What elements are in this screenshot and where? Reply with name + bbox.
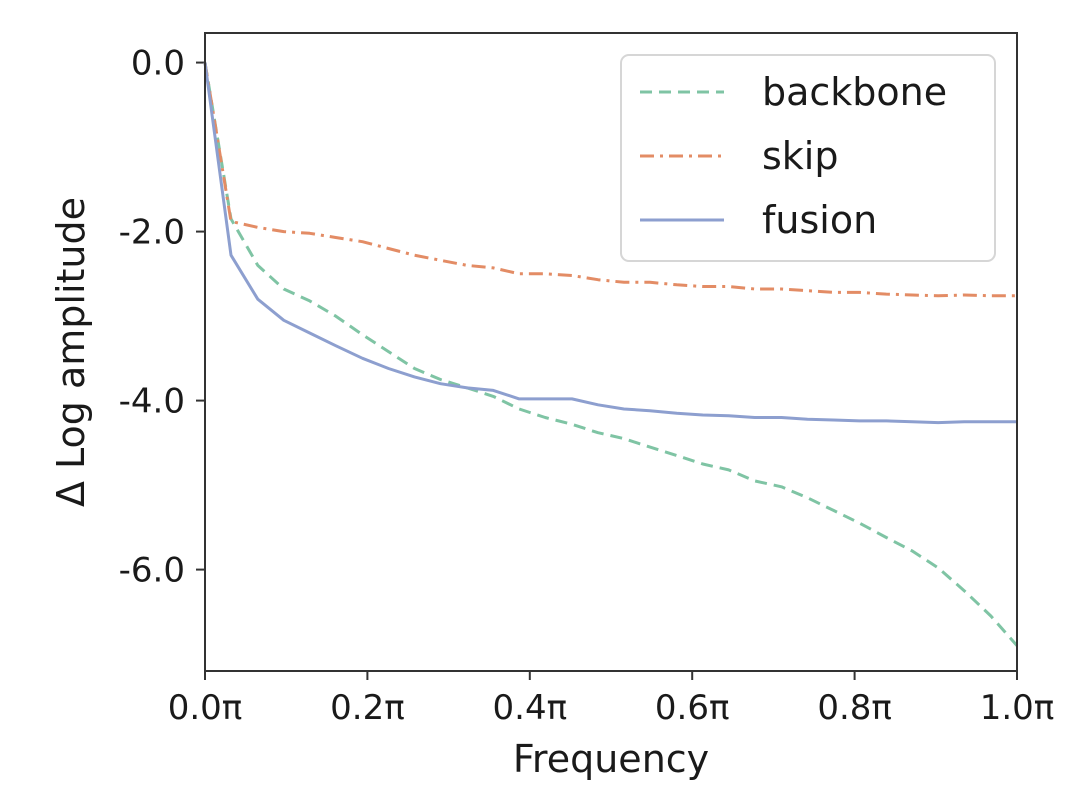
series-lines xyxy=(203,62,1019,647)
y-axis-ticks: 0.0 -2.0 -4.0 -6.0 xyxy=(119,44,205,591)
x-tick-label: 0.0π xyxy=(168,688,243,728)
x-axis-ticks: 0.0π 0.2π 0.4π 0.6π 0.8π 1.0π xyxy=(168,671,1055,728)
legend-label-backbone: backbone xyxy=(762,70,947,114)
plot-frame xyxy=(204,32,1018,672)
legend-label-fusion: fusion xyxy=(762,198,877,242)
x-tick-label: 1.0π xyxy=(980,688,1055,728)
y-tick-label: -4.0 xyxy=(119,382,185,422)
x-axis-label: Frequency xyxy=(513,737,709,781)
x-tick-label: 0.4π xyxy=(493,688,568,728)
x-tick-label: 0.8π xyxy=(817,688,892,728)
y-tick-label: -6.0 xyxy=(119,551,185,591)
x-tick-label: 0.2π xyxy=(330,688,405,728)
y-axis-label: Δ Log amplitude xyxy=(49,197,93,507)
x-tick-label: 0.6π xyxy=(655,688,730,728)
series-line-fusion xyxy=(203,62,1017,425)
series-line-skip xyxy=(203,62,1017,298)
legend-box xyxy=(620,54,996,262)
y-tick-label: 0.0 xyxy=(131,44,185,84)
legend: backbone skip fusion xyxy=(620,54,996,262)
series-line-backbone xyxy=(203,62,1019,647)
legend-label-skip: skip xyxy=(762,134,838,178)
y-tick-label: -2.0 xyxy=(119,213,185,253)
